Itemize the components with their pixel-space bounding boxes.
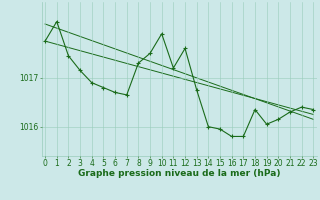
X-axis label: Graphe pression niveau de la mer (hPa): Graphe pression niveau de la mer (hPa) (78, 169, 280, 178)
